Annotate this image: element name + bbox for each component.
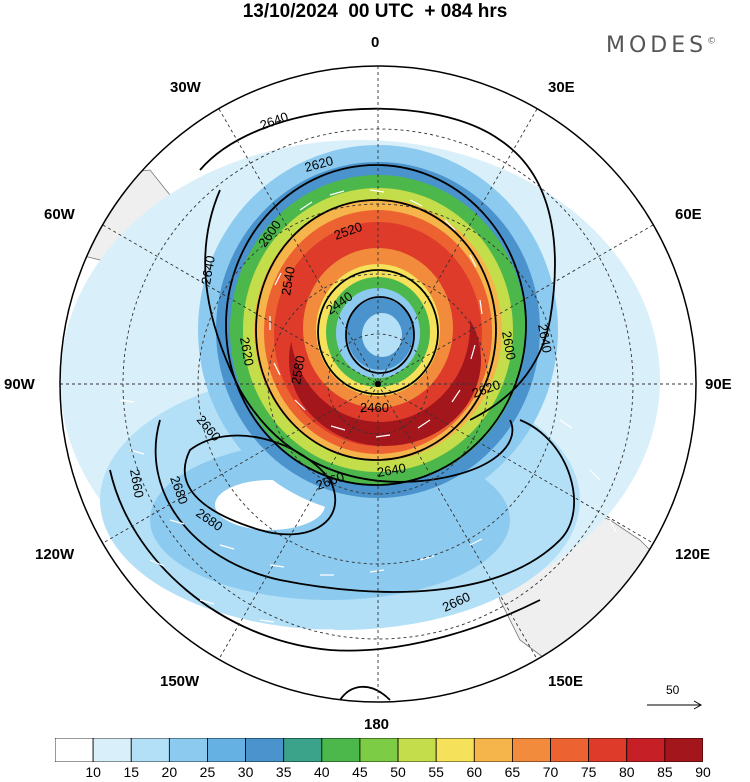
colorbar-tick-label: 75 bbox=[580, 764, 597, 780]
colorbar-tick-label: 50 bbox=[390, 764, 406, 780]
lon-label-180: 180 bbox=[364, 716, 390, 733]
lon-label-60e: 60E bbox=[675, 206, 702, 223]
lon-label-150e: 150E bbox=[548, 673, 584, 690]
colorbar-swatch bbox=[397, 738, 437, 762]
colorbar-swatch bbox=[168, 738, 208, 762]
map-title: 13/10/2024 00 UTC + 084 hrs bbox=[242, 1, 508, 22]
wind-vectors bbox=[119, 189, 617, 631]
brand-logo: MODES© bbox=[606, 33, 716, 58]
contour-label: 2640 bbox=[258, 109, 290, 133]
colorbar-swatch bbox=[473, 738, 513, 762]
colorbar-swatch bbox=[92, 738, 132, 762]
colorbar-swatch bbox=[435, 738, 475, 762]
lon-label-60w: 60W bbox=[44, 206, 75, 223]
colorbar-tick-label: 15 bbox=[123, 764, 140, 780]
colorbar-tick-label: 40 bbox=[314, 764, 330, 780]
lon-label-0: 0 bbox=[371, 34, 380, 51]
colorbar-swatch bbox=[130, 738, 170, 762]
lon-label-150w: 150W bbox=[160, 673, 200, 690]
colorbar-tick-label: 55 bbox=[428, 764, 444, 780]
contour-label: 2580 bbox=[288, 354, 308, 385]
colorbar-swatch bbox=[321, 738, 361, 762]
contour-label: 2640 bbox=[198, 254, 218, 285]
contour-label: 2620 bbox=[303, 153, 335, 175]
colorbar-swatch bbox=[245, 738, 285, 762]
contour-label: 2460 bbox=[360, 400, 389, 415]
lon-label-90e: 90E bbox=[705, 376, 732, 393]
colorbar-tick-label: 60 bbox=[466, 764, 483, 780]
brand-text: MODES bbox=[606, 33, 708, 58]
lon-label-120w: 120W bbox=[35, 546, 75, 563]
colorbar-tick-label: 80 bbox=[618, 764, 635, 780]
colorbar-tick-label: 70 bbox=[542, 764, 559, 780]
lon-label-120e: 120E bbox=[675, 546, 711, 563]
colorbar-swatch bbox=[626, 738, 666, 762]
colorbar-tick-label: 35 bbox=[275, 764, 292, 780]
reference-vector-label: 50 bbox=[666, 683, 680, 697]
contour-label: 2640 bbox=[535, 323, 555, 354]
contour-label: 2660 bbox=[127, 468, 147, 499]
colorbar-swatch bbox=[55, 738, 94, 762]
contour-label: 2600 bbox=[499, 330, 519, 361]
lon-label-30w: 30W bbox=[170, 79, 201, 96]
colorbar-swatch bbox=[283, 738, 323, 762]
colorbar-swatch bbox=[550, 738, 590, 762]
colorbar-tick-label: 20 bbox=[161, 764, 178, 780]
colorbar-tick-label: 45 bbox=[352, 764, 368, 780]
wind-speed-shading bbox=[60, 140, 660, 630]
map-boundary bbox=[59, 65, 697, 703]
colorbar-tick-label: 90 bbox=[695, 764, 711, 780]
colorbar-tick-label: 25 bbox=[199, 764, 216, 780]
contour-label: 2620 bbox=[237, 336, 257, 367]
contour-label: 2640 bbox=[376, 460, 407, 480]
copyright-mark: © bbox=[707, 36, 717, 47]
colorbar-tick-label: 10 bbox=[85, 764, 101, 780]
reference-vector-arrow bbox=[647, 700, 703, 710]
colorbar-swatch bbox=[359, 738, 399, 762]
polar-map: 2640 2620 2600 2520 2440 2460 2640 2600 … bbox=[59, 65, 697, 703]
graticule bbox=[60, 66, 696, 702]
colorbar-tick-label: 85 bbox=[657, 764, 673, 780]
colorbar-swatch bbox=[512, 738, 551, 762]
colorbar-ticks: 10 15 20 25 30 35 40 45 50 55 60 65 70 75 80 85 90 bbox=[0, 764, 750, 782]
colorbar-swatch bbox=[664, 738, 703, 762]
lon-label-90w: 90W bbox=[4, 376, 35, 393]
lon-label-30e: 30E bbox=[548, 79, 575, 96]
contour-label: 2540 bbox=[278, 265, 298, 296]
colorbar-tick-label: 30 bbox=[237, 764, 254, 780]
colorbar-swatch bbox=[588, 738, 628, 762]
colorbar bbox=[55, 738, 703, 762]
height-contours bbox=[109, 107, 575, 701]
colorbar-tick-label: 65 bbox=[504, 764, 521, 780]
colorbar-swatch bbox=[207, 738, 246, 762]
